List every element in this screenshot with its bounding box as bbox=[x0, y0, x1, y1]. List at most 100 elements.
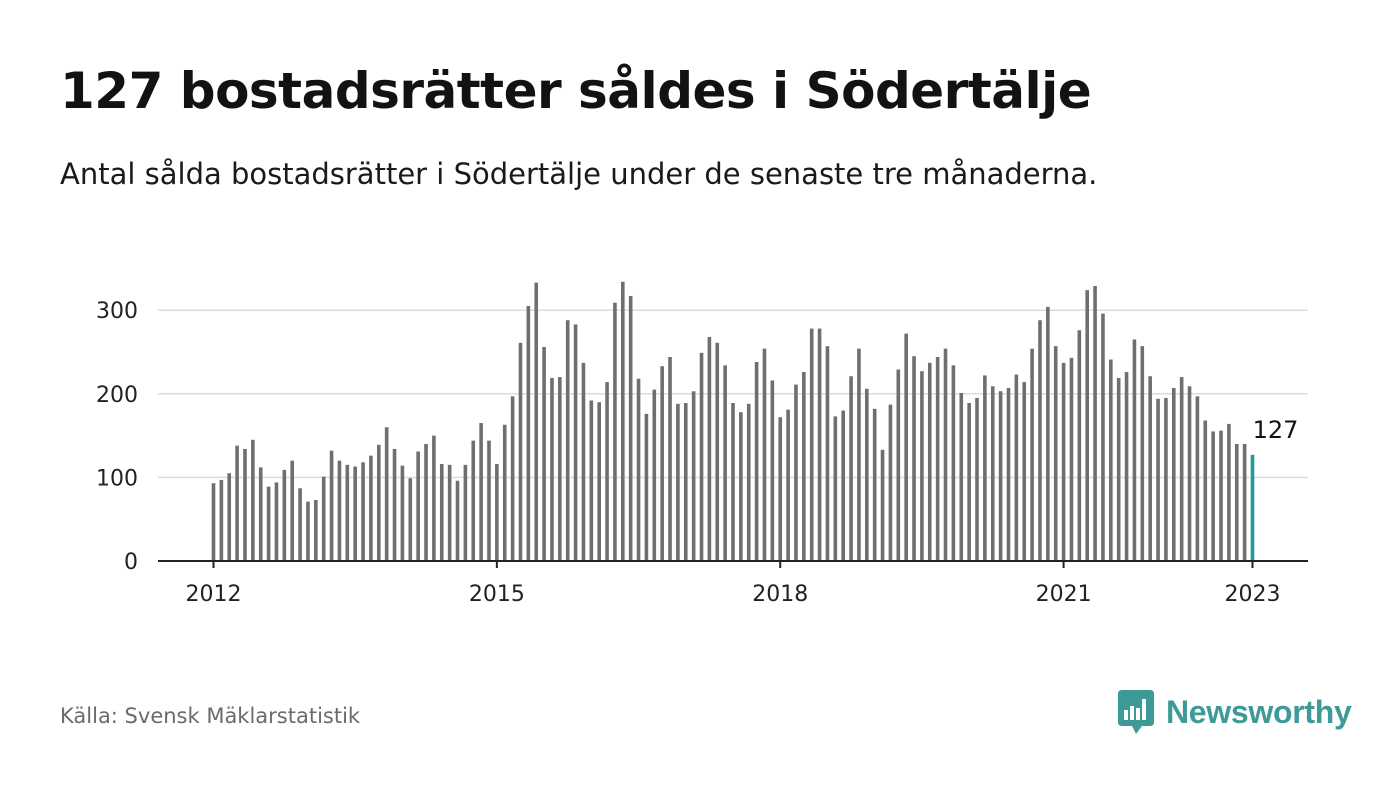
bar bbox=[439, 464, 444, 561]
bar bbox=[1171, 387, 1176, 561]
bar bbox=[935, 357, 940, 561]
bar bbox=[510, 396, 515, 561]
bar bbox=[723, 365, 727, 561]
bar bbox=[817, 328, 822, 561]
bar bbox=[652, 389, 657, 561]
bar bbox=[447, 464, 452, 561]
bar bbox=[1109, 359, 1113, 561]
bar bbox=[762, 348, 767, 561]
bar bbox=[739, 412, 743, 561]
bar bbox=[754, 362, 759, 561]
bar bbox=[432, 435, 436, 561]
bar bbox=[589, 400, 594, 561]
bar bbox=[1234, 443, 1239, 561]
bar bbox=[880, 449, 885, 561]
bar bbox=[1164, 397, 1168, 561]
bar bbox=[1093, 285, 1097, 561]
bar bbox=[1046, 306, 1050, 561]
bar bbox=[408, 478, 413, 561]
bar bbox=[1211, 431, 1215, 561]
bar bbox=[1053, 346, 1058, 561]
bar bbox=[1077, 330, 1082, 561]
bar bbox=[1156, 398, 1160, 561]
bar bbox=[660, 366, 664, 561]
bar bbox=[479, 423, 483, 561]
bar bbox=[927, 362, 932, 561]
bar bbox=[337, 460, 342, 561]
bar bbox=[1187, 386, 1192, 561]
bar bbox=[321, 476, 326, 561]
bar bbox=[920, 371, 924, 561]
bar bbox=[518, 342, 523, 561]
value-labels: 127 bbox=[1253, 416, 1299, 444]
bar bbox=[1195, 396, 1200, 561]
bar bbox=[1124, 372, 1129, 561]
x-tick-label: 2021 bbox=[1036, 582, 1092, 607]
bar bbox=[266, 486, 271, 561]
bar bbox=[424, 443, 428, 561]
bar bbox=[345, 464, 350, 561]
bar bbox=[1179, 377, 1184, 561]
chart-subtitle: Antal sålda bostadsrätter i Södertälje u… bbox=[60, 157, 1098, 191]
bar bbox=[581, 362, 586, 561]
bar bbox=[849, 376, 853, 561]
x-tick-label: 2023 bbox=[1225, 582, 1281, 607]
bar bbox=[1085, 290, 1089, 561]
bar bbox=[778, 417, 783, 561]
y-tick-label: 100 bbox=[96, 466, 138, 491]
bar bbox=[802, 372, 806, 561]
bar bbox=[1006, 387, 1011, 561]
bar bbox=[219, 479, 224, 561]
y-axis-ticks: 0 100 200 300 bbox=[96, 299, 138, 575]
bar bbox=[314, 499, 318, 561]
bar bbox=[683, 403, 688, 561]
bar bbox=[526, 306, 531, 561]
bar bbox=[243, 448, 247, 561]
newsworthy-logo[interactable]: Newsworthy bbox=[1118, 690, 1352, 734]
y-tick-label: 300 bbox=[96, 299, 138, 324]
bar bbox=[951, 365, 956, 561]
bar bbox=[1227, 423, 1231, 561]
bar bbox=[565, 320, 570, 561]
x-tick-label: 2012 bbox=[186, 582, 242, 607]
bar bbox=[550, 377, 554, 561]
bar bbox=[825, 346, 830, 561]
bar bbox=[455, 480, 460, 561]
bar bbox=[707, 336, 712, 561]
bar bbox=[290, 460, 295, 561]
bar bbox=[227, 473, 232, 561]
bar bbox=[542, 346, 546, 561]
bar bbox=[211, 483, 216, 561]
bar bbox=[471, 440, 476, 561]
bar bbox=[400, 465, 405, 561]
bar bbox=[998, 391, 1003, 561]
bar bbox=[1242, 443, 1247, 561]
bar bbox=[833, 416, 838, 561]
bar bbox=[967, 403, 971, 561]
bar bbox=[274, 482, 279, 561]
bar bbox=[865, 388, 869, 561]
bar bbox=[502, 424, 507, 561]
bar bbox=[628, 295, 633, 561]
bar bbox=[1148, 376, 1152, 561]
x-tick-label: 2018 bbox=[752, 582, 808, 607]
bar bbox=[1219, 430, 1223, 561]
bar bbox=[613, 302, 617, 561]
bar bbox=[495, 464, 499, 561]
bar-highlight bbox=[1250, 454, 1255, 561]
bar bbox=[306, 501, 310, 561]
bar bbox=[621, 281, 625, 561]
bar bbox=[369, 455, 373, 561]
bar bbox=[1203, 420, 1208, 561]
y-tick-label: 200 bbox=[96, 383, 138, 408]
x-axis-ticks: 2012 2015 2018 2021 2023 bbox=[186, 561, 1281, 607]
bar bbox=[794, 384, 798, 561]
bar bbox=[975, 397, 979, 561]
bar bbox=[1038, 320, 1042, 561]
bar bbox=[384, 427, 389, 561]
bar bbox=[329, 450, 334, 561]
bar bbox=[251, 439, 255, 561]
bar bbox=[699, 352, 704, 561]
brand-name: Newsworthy bbox=[1166, 693, 1352, 730]
bar bbox=[377, 444, 381, 561]
